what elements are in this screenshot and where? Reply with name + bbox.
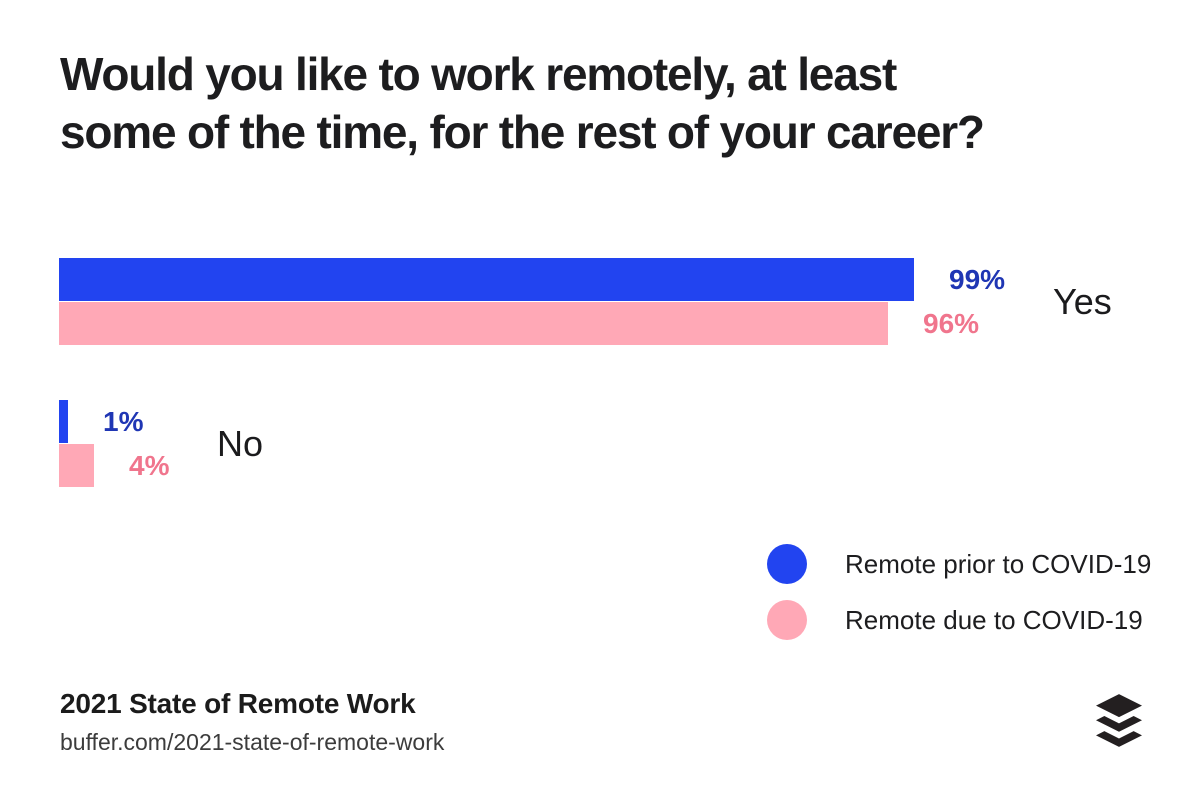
legend-swatch-remote-due xyxy=(767,600,807,640)
bar-no-series-0 xyxy=(59,400,68,443)
value-label-yes-series-0: 99% xyxy=(949,263,1006,295)
report-url: buffer.com/2021-state-of-remote-work xyxy=(60,729,445,755)
value-label-no-series-0: 1% xyxy=(103,405,144,437)
category-label-no: No xyxy=(217,422,264,464)
category-label-yes: Yes xyxy=(1053,280,1112,322)
legend-label-remote-prior: Remote prior to COVID-19 xyxy=(845,548,1152,579)
chart-legend: Remote prior to COVID-19 Remote due to C… xyxy=(767,544,1151,656)
buffer-logo-icon xyxy=(1096,694,1142,747)
buffer-logo-diamond xyxy=(1096,694,1142,718)
buffer-logo-chevron-2 xyxy=(1096,731,1142,747)
bar-yes-series-0 xyxy=(59,258,914,301)
chart-title: Would you like to work remotely, at leas… xyxy=(60,48,985,158)
legend-item-remote-due: Remote due to COVID-19 xyxy=(767,600,1151,640)
buffer-logo-chevron-1 xyxy=(1096,716,1142,732)
legend-item-remote-prior: Remote prior to COVID-19 xyxy=(767,544,1151,584)
value-label-no-series-1: 4% xyxy=(129,449,170,481)
legend-swatch-remote-prior xyxy=(767,544,807,584)
legend-label-remote-due: Remote due to COVID-19 xyxy=(845,604,1143,635)
report-title: 2021 State of Remote Work xyxy=(60,688,416,719)
source-footer: 2021 State of Remote Work buffer.com/202… xyxy=(60,688,444,756)
bar-no-series-1 xyxy=(59,444,94,487)
value-label-yes-series-1: 96% xyxy=(923,307,980,339)
bar-yes-series-1 xyxy=(59,302,888,345)
